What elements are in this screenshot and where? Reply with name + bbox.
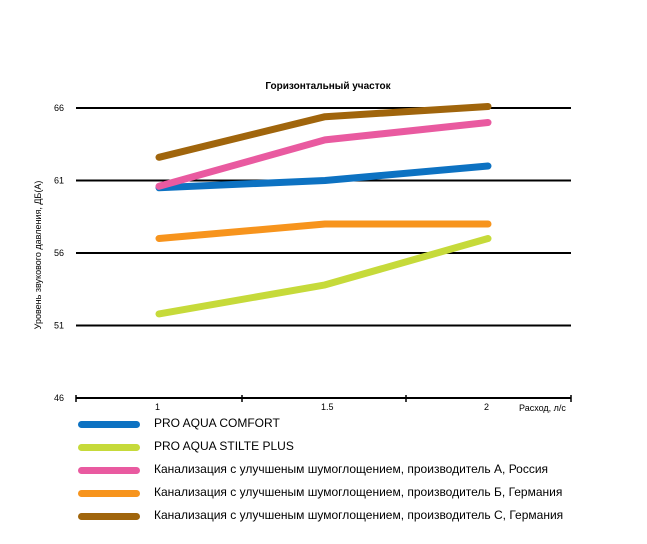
y-tick-label-66: 66 xyxy=(54,103,64,113)
legend-item-4: Канализация с улучшеным шумоглощением, п… xyxy=(78,483,647,506)
x-tick-label-1: 1 xyxy=(155,402,160,412)
legend-label-5: Канализация с улучшеным шумоглощением, п… xyxy=(154,508,564,522)
legend: PRO AQUA COMFORT PRO AQUA STILTE PLUS Кана… xyxy=(78,414,647,529)
series-line-4 xyxy=(155,220,492,242)
y-axis-label: Уровень звукового давления, ДБ(А) xyxy=(33,181,43,330)
y-tick-label-61: 61 xyxy=(54,176,64,186)
series-line-2 xyxy=(155,235,492,318)
legend-swatch-3 xyxy=(78,467,140,474)
legend-swatch-4 xyxy=(78,490,140,497)
legend-swatch-2 xyxy=(78,444,140,451)
x-axis-label: Расход, л/с xyxy=(519,403,566,413)
legend-item-3: Канализация с улучшеным шумоглощением, п… xyxy=(78,460,647,483)
y-tick-labels: 46 51 56 61 66 xyxy=(54,103,64,403)
x-tick-label-2: 2 xyxy=(484,402,489,412)
legend-swatch-5 xyxy=(78,513,140,520)
legend-label-4: Канализация с улучшеным шумоглощением, п… xyxy=(154,485,563,499)
series-line-5 xyxy=(155,103,492,161)
legend-item-2: PRO AQUA STILTE PLUS xyxy=(78,437,647,460)
legend-label-3: Канализация с улучшеным шумоглощением, п… xyxy=(154,462,549,476)
legend-item-1: PRO AQUA COMFORT xyxy=(78,414,647,437)
series-line-3 xyxy=(155,119,492,190)
legend-label-1: PRO AQUA COMFORT xyxy=(154,416,280,430)
series-lines xyxy=(155,103,492,318)
y-tick-label-46: 46 xyxy=(54,393,64,403)
series-line-1 xyxy=(155,162,492,192)
y-tick-label-56: 56 xyxy=(54,248,64,258)
legend-label-2: PRO AQUA STILTE PLUS xyxy=(154,439,294,453)
x-axis: 1 1.5 2 xyxy=(75,395,572,412)
legend-item-5: Канализация с улучшеным шумоглощением, п… xyxy=(78,506,647,529)
legend-swatch-1 xyxy=(78,421,140,428)
chart-title: Горизонтальный участок xyxy=(265,81,391,92)
y-tick-label-51: 51 xyxy=(54,321,64,331)
x-tick-label-1.5: 1.5 xyxy=(321,402,334,412)
